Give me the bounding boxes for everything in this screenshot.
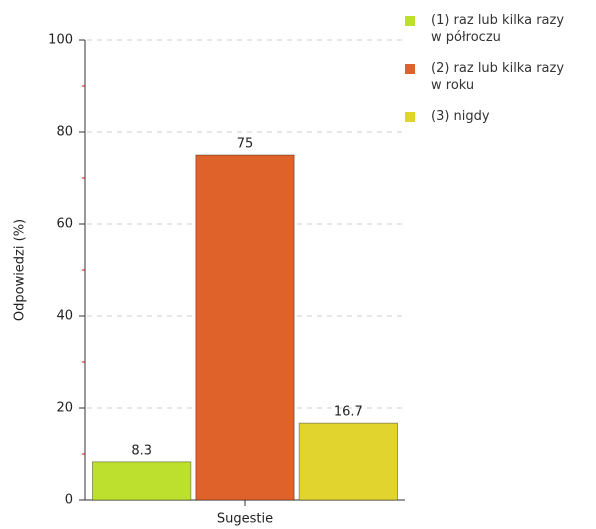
legend-label: (3) nigdy (431, 109, 490, 124)
y-tick-label: 100 (48, 33, 73, 48)
bar (298, 422, 398, 501)
y-tick-label: 20 (56, 401, 73, 416)
legend-swatch (405, 112, 415, 122)
y-tick-label: 60 (56, 217, 73, 232)
bar (195, 154, 295, 501)
y-tick-label: 40 (56, 309, 73, 324)
legend-swatch (405, 64, 415, 74)
x-tick-label: Sugestie (217, 512, 273, 527)
bar (92, 461, 192, 501)
legend-swatch (405, 16, 415, 26)
y-tick-label: 0 (65, 493, 73, 508)
legend-item: (2) raz lub kilka razy w roku (402, 60, 592, 94)
legend: (1) raz lub kilka razy w półroczu (2) raz… (402, 12, 592, 139)
legend-item: (3) nigdy (402, 108, 592, 125)
value-label: 16.7 (334, 405, 363, 420)
legend-label: (2) raz lub kilka razy w roku (431, 61, 565, 93)
value-label: 8.3 (131, 443, 152, 458)
legend-label: (1) raz lub kilka razy w półroczu (431, 13, 565, 45)
y-axis-label: Odpowiedzi (%) (13, 219, 28, 321)
y-tick-label: 80 (56, 125, 73, 140)
legend-item: (1) raz lub kilka razy w półroczu (402, 12, 592, 46)
value-label: 75 (237, 137, 254, 152)
